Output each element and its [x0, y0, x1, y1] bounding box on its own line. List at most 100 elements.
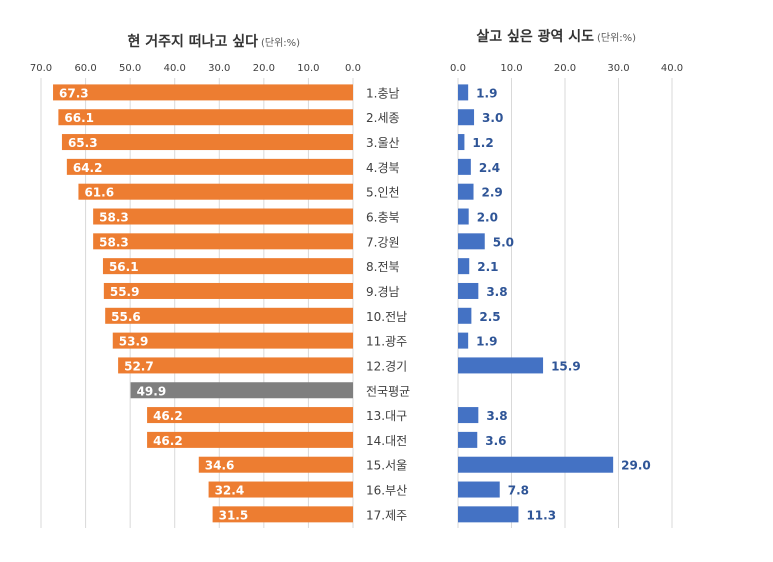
left-tick-label: 70.0: [30, 63, 52, 74]
left-gridlines: [40, 78, 354, 528]
right-bar: [458, 431, 478, 448]
left-bar: [93, 233, 354, 250]
right-bars: 1.9 3.0 1.2 2.4 2.9 2.0 5.0 2.1 3.8 2.5 1.9 15.9 3.8…: [458, 84, 651, 523]
right-tick-label: 20.0: [554, 63, 576, 74]
left-tick-label: 50.0: [119, 63, 141, 74]
right-bar-value: 29.0: [621, 459, 651, 473]
category-label: 8.전북: [366, 260, 400, 274]
right-bar-value: 15.9: [551, 359, 581, 373]
right-bar-value: 2.9: [482, 186, 503, 200]
right-bar-value: 1.2: [472, 136, 493, 150]
left-bar: [102, 258, 353, 275]
category-label: 12.경기: [366, 359, 407, 373]
right-bar-value: 2.5: [479, 310, 500, 324]
left-bar-value: 56.1: [109, 260, 139, 274]
right-bar-value: 3.0: [482, 111, 503, 125]
right-bar-value: 3.6: [485, 434, 506, 448]
left-bar-value: 61.6: [84, 186, 114, 200]
right-bar-value: 2.1: [477, 260, 498, 274]
left-bar: [66, 158, 353, 175]
right-bar: [458, 208, 469, 225]
right-tick-label: 10.0: [500, 63, 522, 74]
left-tick-label: 20.0: [253, 63, 275, 74]
left-tick-label: 40.0: [164, 63, 186, 74]
left-chart-title: 현 거주지 떠나고 싶다: [127, 34, 258, 50]
category-label: 4.경북: [366, 161, 400, 175]
left-bar: [112, 332, 353, 349]
left-bar: [147, 431, 353, 448]
left-bar: [53, 84, 353, 101]
right-bar-value: 3.8: [486, 409, 507, 423]
right-bar-value: 2.4: [479, 161, 500, 175]
left-bar: [78, 183, 353, 200]
left-bar-value: 52.7: [124, 359, 154, 373]
left-bar: [105, 307, 353, 324]
right-bar-value: 5.0: [493, 235, 514, 249]
left-bar-value: 32.4: [215, 484, 245, 498]
left-tick-label: 60.0: [74, 63, 96, 74]
left-bar-value: 55.6: [111, 310, 141, 324]
category-label: 16.부산: [366, 484, 407, 498]
left-bar: [61, 134, 353, 151]
right-bar: [458, 407, 479, 424]
left-bar: [212, 506, 353, 523]
category-label: 9.경남: [366, 285, 400, 299]
category-label: 7.강원: [366, 235, 400, 249]
left-bar: [58, 109, 353, 126]
right-bar: [458, 506, 519, 523]
right-bar: [458, 84, 469, 101]
right-bar: [458, 134, 465, 151]
right-bar-value: 11.3: [526, 508, 556, 522]
left-bar-value: 46.2: [153, 409, 183, 423]
left-tick-label: 10.0: [297, 63, 319, 74]
right-axis-ticks: 0.0 10.0 20.0 30.0 40.0: [450, 63, 683, 74]
left-bars: 67.3 66.1 65.3 64.2 61.6 58.3 58.3 56.1 55.9 55.6…: [53, 84, 354, 523]
category-label: 10.전남: [366, 310, 407, 324]
right-tick-label: 30.0: [607, 63, 629, 74]
left-bar: [103, 282, 354, 299]
left-bar-value: 67.3: [59, 86, 89, 100]
right-bar: [458, 332, 469, 349]
right-chart-title: 살고 싶은 광역 시도: [476, 28, 594, 45]
right-bar-value: 1.9: [476, 335, 497, 349]
right-bar: [458, 183, 474, 200]
left-bar: [147, 407, 353, 424]
category-label: 11.광주: [366, 335, 407, 349]
right-bar: [458, 357, 544, 374]
category-label: 5.인천: [366, 185, 400, 200]
right-bar: [458, 258, 470, 275]
category-label: 13.대구: [366, 409, 407, 423]
right-bar-value: 7.8: [508, 484, 529, 498]
left-bar: [208, 481, 353, 498]
right-bar: [458, 481, 500, 498]
right-bar: [458, 282, 479, 299]
right-bar-value: 3.8: [486, 285, 507, 299]
left-bar-value: 53.9: [119, 335, 149, 349]
right-tick-label: 0.0: [450, 63, 466, 74]
left-bar-value: 34.6: [205, 459, 235, 473]
right-bar: [458, 109, 475, 126]
left-bar: [130, 382, 353, 399]
left-bar: [118, 357, 353, 374]
left-tick-label: 0.0: [345, 63, 361, 74]
left-bar-value: 65.3: [68, 136, 98, 150]
category-label: 3.울산: [366, 136, 400, 150]
right-tick-label: 40.0: [661, 63, 683, 74]
category-label: 2.세종: [366, 111, 400, 125]
right-bar-value: 2.0: [477, 211, 498, 225]
category-labels: 1.충남 2.세종 3.울산 4.경북 5.인천 6.충북 7.강원 8.전북 9.경남 10.전…: [366, 86, 410, 522]
left-bar-value: 49.9: [137, 384, 167, 398]
right-bar: [458, 158, 471, 175]
left-bar-value: 64.2: [73, 161, 103, 175]
right-bar: [458, 456, 614, 473]
category-label: 전국평균: [366, 384, 410, 398]
right-bar-value: 1.9: [476, 86, 497, 100]
left-axis-ticks: 70.0 60.0 50.0 40.0 30.0 20.0 10.0 0.0: [30, 63, 361, 74]
left-bar: [198, 456, 353, 473]
category-label: 1.충남: [366, 86, 400, 100]
left-tick-label: 30.0: [208, 63, 230, 74]
left-bar-value: 66.1: [64, 111, 94, 125]
left-bar-value: 58.3: [99, 211, 129, 225]
category-label: 6.충북: [366, 211, 400, 225]
